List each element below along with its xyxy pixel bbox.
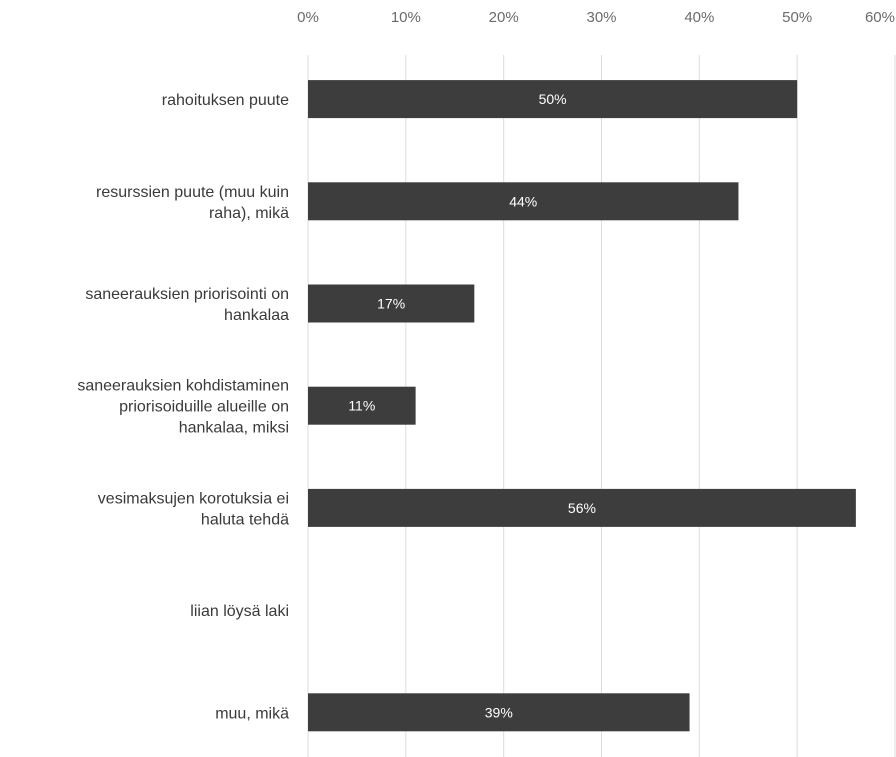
category-label: saneerauksien priorisointi on <box>85 286 289 303</box>
category-label: liian löysä laki <box>190 603 289 620</box>
x-tick-label: 30% <box>586 9 616 26</box>
category-label: resurssien puute (muu kuin <box>96 184 289 201</box>
category-label: saneerauksien kohdistaminen <box>77 378 289 395</box>
bar <box>308 693 690 732</box>
data-label: 39% <box>485 704 513 720</box>
data-label: 11% <box>348 398 375 414</box>
bar <box>308 386 416 425</box>
x-tick-label: 0% <box>297 9 319 26</box>
bar <box>308 488 856 527</box>
bar <box>308 80 798 119</box>
category-label: haluta tehdä <box>201 511 289 528</box>
data-label: 50% <box>539 91 567 107</box>
x-tick-label: 60% <box>865 9 895 26</box>
data-label: 44% <box>509 193 537 209</box>
x-axis-tick-labels: 0% 10% 20% 30% 40% 50% 60% <box>297 9 895 26</box>
x-tick-label: 10% <box>391 9 421 26</box>
category-label: priorisoiduille alueille on <box>119 399 289 416</box>
x-tick-label: 50% <box>782 9 812 26</box>
x-tick-label: 20% <box>489 9 519 26</box>
category-label: vesimaksujen korotuksia ei <box>98 490 289 507</box>
bar <box>308 182 739 221</box>
category-label: hankalaa <box>224 307 289 324</box>
data-label: 17% <box>377 296 405 312</box>
category-label: muu, mikä <box>215 705 289 722</box>
category-label: hankalaa, miksi <box>179 420 289 437</box>
bars: 50% 44% 17% 11% 56% 39% <box>308 80 856 732</box>
category-label: raha), mikä <box>209 205 289 222</box>
category-label: rahoituksen puute <box>162 92 289 109</box>
gridlines <box>307 55 896 757</box>
x-tick-label: 40% <box>684 9 714 26</box>
category-labels: rahoituksen puute resurssien puute (muu k… <box>77 92 289 722</box>
data-label: 56% <box>568 500 596 516</box>
bar <box>308 284 475 323</box>
